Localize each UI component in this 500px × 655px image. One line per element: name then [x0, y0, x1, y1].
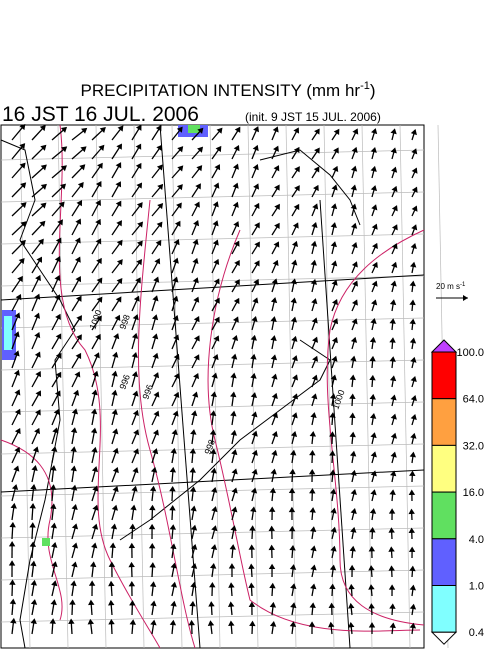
- vector-scale-text: 20 m s: [436, 282, 460, 291]
- colorbar-segment: [432, 586, 456, 633]
- init-time: (init. 9 JST 15 JUL. 2006): [245, 110, 381, 124]
- colorbar-segment: [432, 399, 456, 446]
- colorbar-segment: [432, 539, 456, 586]
- colorbar-over: [432, 340, 456, 352]
- precip-patch: [42, 538, 50, 546]
- colorbar-segment: [432, 445, 456, 492]
- colorbar-label: 4.0: [469, 534, 484, 546]
- title-close: ): [370, 81, 376, 100]
- colorbar-segment: [432, 352, 456, 399]
- precip-patch: [188, 125, 200, 133]
- colorbar-label: 100.0: [456, 347, 484, 359]
- colorbar-segment: [432, 492, 456, 539]
- vector-scale-exponent: -1: [460, 282, 466, 288]
- colorbar-label: 1.0: [469, 581, 484, 593]
- colorbar: 100.0 64.0 32.0 16.0 4.0 1.0 0.4: [432, 340, 484, 644]
- vector-scale: 20 m s-1: [436, 282, 468, 301]
- precip-patch: [4, 316, 12, 350]
- colorbar-under: [432, 632, 456, 644]
- colorbar-label: 64.0: [463, 394, 484, 406]
- colorbar-label: 16.0: [463, 487, 484, 499]
- title: PRECIPITATION INTENSITY (mm hr-1): [80, 80, 375, 100]
- title-main: PRECIPITATION INTENSITY (mm hr: [80, 81, 360, 100]
- vector-scale-head: [463, 295, 468, 301]
- valid-time: 16 JST 16 JUL. 2006: [2, 103, 199, 126]
- colorbar-label: 32.0: [463, 440, 484, 452]
- vector-scale-label: 20 m s-1: [436, 282, 466, 291]
- colorbar-label: 0.4: [469, 627, 484, 639]
- title-exponent: -1: [360, 80, 370, 92]
